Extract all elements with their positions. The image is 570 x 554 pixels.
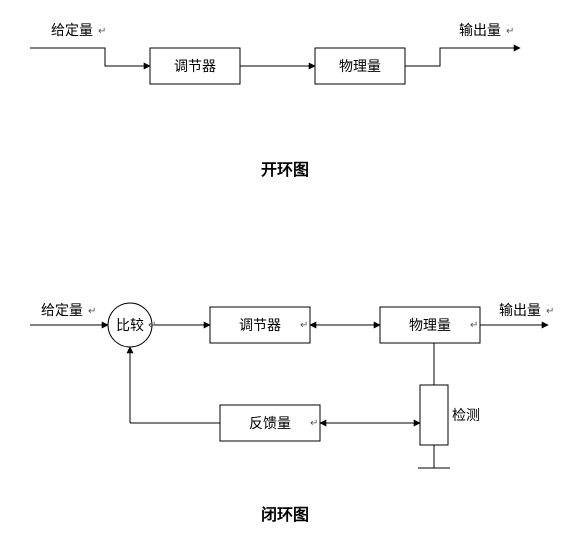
section-title: 闭环图 [261,505,309,524]
node-label-reg2: 调节器 [239,318,281,334]
return-mark: ↵ [546,306,554,317]
label-in2: 给定量 [41,303,83,319]
return-mark: ↵ [88,306,96,317]
return-mark: ↵ [98,26,106,37]
label-out2: 输出量 [499,303,541,319]
return-mark: ↵ [506,26,514,37]
open-loop-diagram: 调节器 物理量 给定量 ↵ 输出量 ↵ 开环图 [30,23,520,179]
label-out1: 输出量 [459,23,501,39]
node-label-phy2: 物理量 [409,318,451,334]
return-mark: ↵ [300,320,308,331]
edge [405,48,520,66]
edge [30,48,150,66]
return-mark: ↵ [148,320,156,331]
node-label-det: 检测 [452,408,480,424]
return-mark: ↵ [310,418,318,429]
closed-loop-diagram: 比较 ↵ 调节器 ↵ 物理量 ↵ 反馈量 ↵ 检测 给定量 ↵ 输出量 ↵ 闭环图 [30,303,554,524]
node-label-reg1: 调节器 [174,59,216,75]
node-det [420,385,448,445]
node-label-phy1: 物理量 [339,59,381,75]
label-in1: 给定量 [51,23,93,39]
return-mark: ↵ [470,320,478,331]
node-label-cmp: 比较 [116,318,144,334]
node-label-fb: 反馈量 [249,416,291,432]
diagram-canvas: 调节器物理量给定量↵输出量↵开环图 比较↵调节器↵物理量↵反馈量↵检测给定量↵输… [0,0,570,554]
section-title: 开环图 [261,161,309,179]
